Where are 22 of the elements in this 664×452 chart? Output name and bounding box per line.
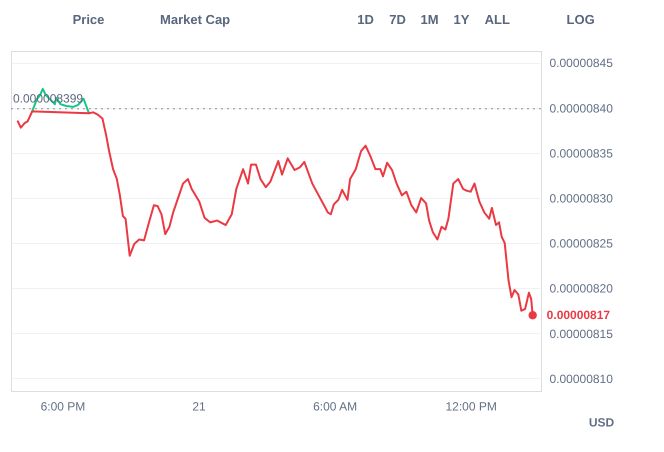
y-tick-label: 0.00000820 (550, 282, 614, 296)
text: 1D (357, 12, 374, 27)
y-tick-label: 0.00000830 (550, 192, 614, 206)
x-tick-label: 12:00 PM (446, 400, 497, 414)
text: 1M (420, 12, 439, 27)
text: 1Y (454, 12, 470, 27)
text: Market Cap (160, 12, 230, 27)
y-tick-label: 0.00000840 (550, 101, 614, 116)
text: LOG (566, 12, 595, 27)
y-axis-title: USD (588, 416, 614, 430)
x-tick-label: 6:00 AM (313, 400, 358, 414)
x-tick-label: 21 (192, 400, 206, 414)
text: Price (72, 12, 104, 27)
text: 7D (389, 12, 406, 27)
text: ALL (484, 12, 510, 27)
x-tick-label: 6:00 PM (40, 400, 86, 414)
y-tick-label: 0.00000825 (550, 236, 614, 251)
y-tick-label: 0.00000845 (550, 56, 614, 70)
y-tick-label: 0.00000815 (550, 326, 614, 341)
y-tick-label: 0.00000835 (550, 146, 614, 160)
annotation: 0.00000817 (546, 308, 610, 322)
y-tick-label: 0.00000810 (550, 372, 614, 386)
